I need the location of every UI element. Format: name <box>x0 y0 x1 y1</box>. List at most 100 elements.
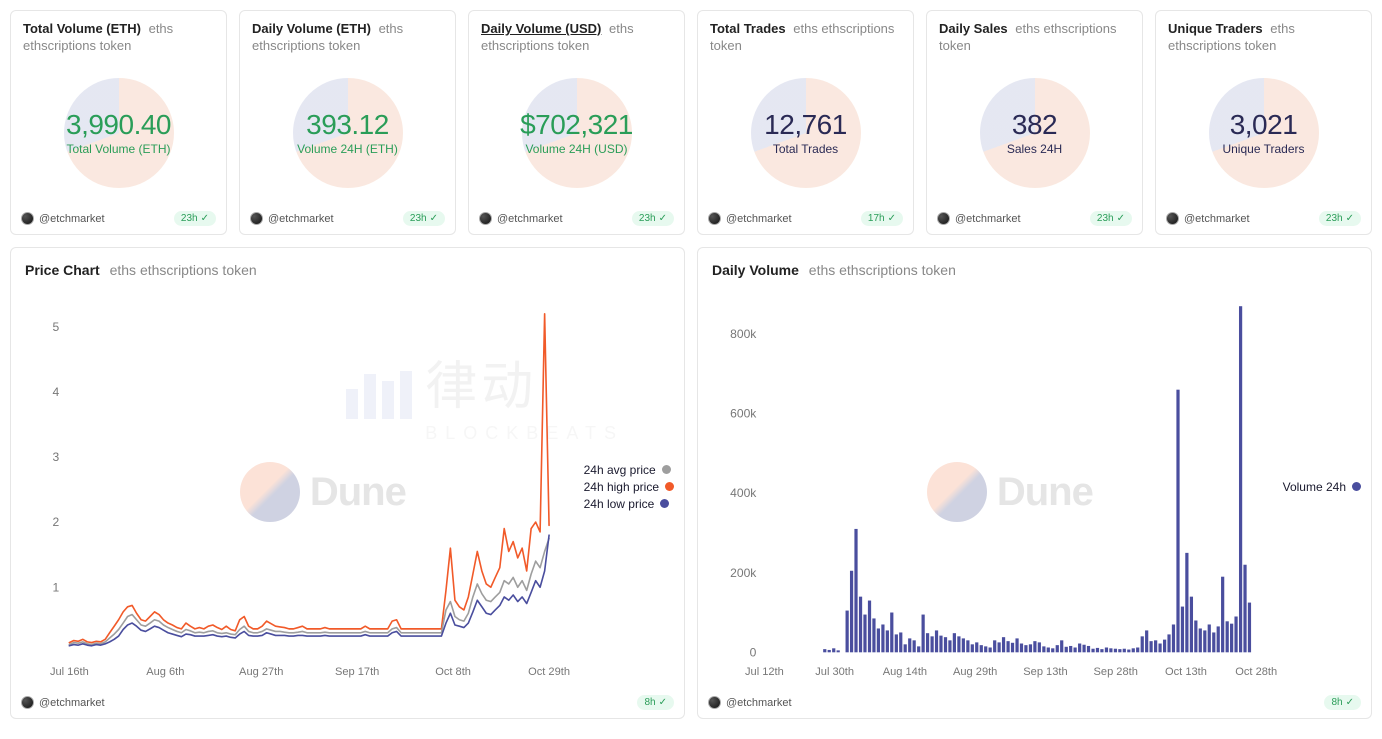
volume-chart-card: Daily Volume eths ethscriptions token Du… <box>697 247 1372 719</box>
author-avatar-icon <box>250 212 263 225</box>
legend-dot-icon <box>1352 482 1361 491</box>
stat-body: 382 Sales 24H <box>927 61 1142 205</box>
author-link[interactable]: @etchmarket <box>708 696 792 709</box>
stat-card: Daily Volume (ETH) eths ethscriptions to… <box>239 10 456 235</box>
legend-dot-icon <box>660 499 669 508</box>
author-avatar-icon <box>1166 212 1179 225</box>
svg-text:Oct 29th: Oct 29th <box>528 666 570 678</box>
author-name: @etchmarket <box>726 213 792 225</box>
author-link[interactable]: @etchmarket <box>250 212 334 225</box>
stat-value: $702,321 <box>520 109 633 141</box>
author-link[interactable]: @etchmarket <box>708 212 792 225</box>
author-name: @etchmarket <box>268 213 334 225</box>
stat-card-header: Daily Sales eths ethscriptions token <box>927 11 1142 61</box>
updated-badge[interactable]: 23h ✓ <box>403 211 445 226</box>
volume-chart-legend: Volume 24h <box>1283 477 1361 497</box>
price-chart-body[interactable]: 律动 BLOCKBEATS Dune 12345Jul 16thAug 6thA… <box>11 284 684 689</box>
price-chart-title-row: Price Chart eths ethscriptions token <box>11 248 684 284</box>
stat-title: Daily Volume (USD) <box>481 21 601 36</box>
stat-title: Daily Sales <box>939 21 1008 36</box>
author-link[interactable]: @etchmarket <box>937 212 1021 225</box>
legend-item[interactable]: 24h avg price <box>584 463 674 477</box>
svg-text:Aug 29th: Aug 29th <box>953 666 997 678</box>
stat-sublabel: Volume 24H (USD) <box>525 142 627 156</box>
stat-sublabel: Unique Traders <box>1222 142 1304 156</box>
stat-sublabel: Sales 24H <box>1007 142 1062 156</box>
stat-body: 393.12 Volume 24H (ETH) <box>240 61 455 205</box>
stat-card-header: Unique Traders eths ethscriptions token <box>1156 11 1371 61</box>
updated-badge[interactable]: 17h ✓ <box>861 211 903 226</box>
legend-label: 24h high price <box>584 480 659 494</box>
svg-text:1: 1 <box>53 580 60 594</box>
volume-chart-title: Daily Volume <box>712 262 799 278</box>
stat-body: 12,761 Total Trades <box>698 61 913 205</box>
updated-time: 8h <box>1331 697 1342 708</box>
svg-text:Sep 13th: Sep 13th <box>1023 666 1067 678</box>
svg-text:Oct 28th: Oct 28th <box>1235 666 1277 678</box>
legend-item[interactable]: Volume 24h <box>1283 480 1361 494</box>
stat-card-header: Daily Volume (ETH) eths ethscriptions to… <box>240 11 455 61</box>
author-link[interactable]: @etchmarket <box>21 212 105 225</box>
updated-time: 8h <box>644 697 655 708</box>
price-chart-legend: 24h avg price 24h high price 24h low price <box>584 460 674 514</box>
stat-value: 3,990.40 <box>66 109 171 141</box>
svg-text:200k: 200k <box>730 566 757 580</box>
svg-text:Sep 28th: Sep 28th <box>1094 666 1138 678</box>
stat-value: 382 <box>1012 109 1057 141</box>
check-icon: ✓ <box>1346 213 1354 224</box>
volume-chart-title-row: Daily Volume eths ethscriptions token <box>698 248 1371 284</box>
price-chart-card: Price Chart eths ethscriptions token 律动 … <box>10 247 685 719</box>
svg-text:Aug 27th: Aug 27th <box>239 666 283 678</box>
author-name: @etchmarket <box>39 697 105 709</box>
updated-badge[interactable]: 8h ✓ <box>1324 695 1361 710</box>
stat-title: Total Trades <box>710 21 786 36</box>
check-icon: ✓ <box>430 213 438 224</box>
stat-card-header: Total Volume (ETH) eths ethscriptions to… <box>11 11 226 61</box>
stat-card: Unique Traders eths ethscriptions token … <box>1155 10 1372 235</box>
updated-time: 17h <box>868 213 885 224</box>
author-name: @etchmarket <box>726 697 792 709</box>
check-icon: ✓ <box>659 213 667 224</box>
updated-badge[interactable]: 23h ✓ <box>1090 211 1132 226</box>
check-icon: ✓ <box>201 213 209 224</box>
updated-badge[interactable]: 8h ✓ <box>637 695 674 710</box>
check-icon: ✓ <box>888 213 896 224</box>
stat-sublabel: Volume 24H (ETH) <box>297 142 398 156</box>
legend-label: 24h low price <box>584 497 655 511</box>
svg-text:Sep 17th: Sep 17th <box>335 666 379 678</box>
svg-text:0: 0 <box>750 645 757 659</box>
stat-card: Total Trades eths ethscriptions token 12… <box>697 10 914 235</box>
author-link[interactable]: @etchmarket <box>21 696 105 709</box>
author-avatar-icon <box>708 696 721 709</box>
stat-value: 3,021 <box>1230 109 1298 141</box>
author-avatar-icon <box>21 212 34 225</box>
updated-time: 23h <box>410 213 427 224</box>
updated-badge[interactable]: 23h ✓ <box>174 211 216 226</box>
author-name: @etchmarket <box>1184 213 1250 225</box>
legend-label: 24h avg price <box>584 463 656 477</box>
author-link[interactable]: @etchmarket <box>1166 212 1250 225</box>
author-link[interactable]: @etchmarket <box>479 212 563 225</box>
svg-text:Jul 30th: Jul 30th <box>815 666 854 678</box>
stat-sublabel: Total Trades <box>773 142 838 156</box>
svg-text:600k: 600k <box>730 407 757 421</box>
updated-badge[interactable]: 23h ✓ <box>1319 211 1361 226</box>
updated-time: 23h <box>639 213 656 224</box>
updated-time: 23h <box>1097 213 1114 224</box>
legend-item[interactable]: 24h high price <box>584 480 674 494</box>
volume-chart-body[interactable]: Dune 0200k400k600k800kJul 12thJul 30thAu… <box>698 284 1371 689</box>
stat-body: 3,990.40 Total Volume (ETH) <box>11 61 226 205</box>
stat-card: Daily Volume (USD) eths ethscriptions to… <box>468 10 685 235</box>
updated-badge[interactable]: 23h ✓ <box>632 211 674 226</box>
legend-item[interactable]: 24h low price <box>584 497 674 511</box>
svg-text:Oct 8th: Oct 8th <box>435 666 471 678</box>
updated-time: 23h <box>181 213 198 224</box>
check-icon: ✓ <box>1117 213 1125 224</box>
legend-dot-icon <box>665 482 674 491</box>
svg-text:4: 4 <box>53 385 60 399</box>
author-avatar-icon <box>937 212 950 225</box>
stat-title: Unique Traders <box>1168 21 1263 36</box>
stat-value: 393.12 <box>306 109 389 141</box>
legend-dot-icon <box>662 465 671 474</box>
price-chart-subtitle: eths ethscriptions token <box>110 262 257 278</box>
